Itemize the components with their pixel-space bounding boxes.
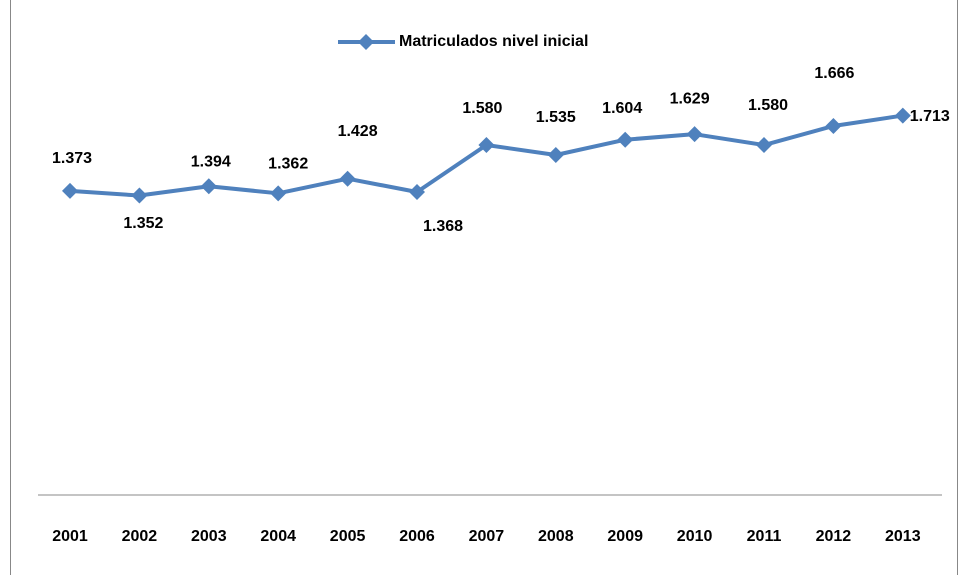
point-marker xyxy=(547,146,564,163)
point-marker xyxy=(270,185,287,202)
x-tick-label: 2007 xyxy=(469,528,505,545)
x-tick-label: 2006 xyxy=(399,528,435,545)
x-tick-label: 2010 xyxy=(677,528,713,545)
data-label: 1.713 xyxy=(910,108,950,125)
data-label: 1.394 xyxy=(191,153,231,170)
x-tick-label: 2013 xyxy=(885,528,921,545)
point-marker xyxy=(894,107,911,124)
data-label: 1.373 xyxy=(52,150,92,167)
legend-label: Matriculados nivel inicial xyxy=(399,33,588,50)
point-marker xyxy=(825,117,842,134)
chart-border xyxy=(10,0,958,575)
point-marker xyxy=(131,187,148,204)
data-label: 1.535 xyxy=(536,109,576,126)
x-tick-label: 2009 xyxy=(607,528,643,545)
x-tick-label: 2001 xyxy=(52,528,88,545)
legend-marker xyxy=(358,34,374,50)
data-label: 1.352 xyxy=(123,215,163,232)
x-tick-label: 2004 xyxy=(260,528,296,545)
data-label: 1.666 xyxy=(814,65,854,82)
data-label: 1.580 xyxy=(748,97,788,114)
data-label: 1.368 xyxy=(423,218,463,235)
x-tick-label: 2011 xyxy=(747,528,782,545)
point-marker xyxy=(686,126,703,143)
x-tick-label: 2012 xyxy=(816,528,852,545)
data-label: 1.629 xyxy=(670,90,710,107)
point-marker xyxy=(200,178,217,195)
x-tick-label: 2005 xyxy=(330,528,366,545)
data-label: 1.604 xyxy=(602,100,642,117)
x-tick-label: 2002 xyxy=(122,528,158,545)
x-tick-label: 2003 xyxy=(191,528,227,545)
point-marker xyxy=(617,131,634,148)
point-marker xyxy=(478,137,495,154)
data-label: 1.362 xyxy=(268,156,308,173)
data-label: 1.428 xyxy=(338,123,378,140)
point-marker xyxy=(756,137,772,154)
x-tick-label: 2008 xyxy=(538,528,574,545)
point-marker xyxy=(62,182,78,199)
data-label: 1.580 xyxy=(462,100,502,117)
point-marker xyxy=(409,183,425,200)
point-marker xyxy=(339,170,356,187)
